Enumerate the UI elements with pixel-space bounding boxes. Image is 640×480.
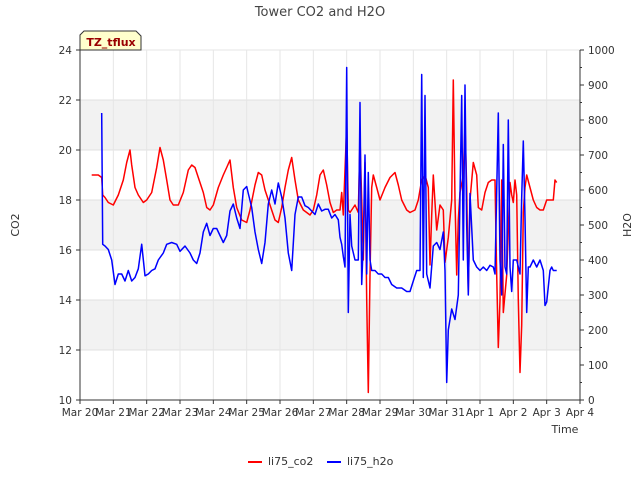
right-tick-label: 0 — [588, 395, 595, 407]
x-tick-label: Mar 22 — [128, 407, 165, 419]
x-axis-label: Time — [551, 423, 579, 436]
series-li75_h2o — [100, 66, 557, 384]
right-tick-label: 1000 — [588, 45, 615, 57]
left-tick-label: 10 — [59, 395, 72, 407]
right-tick-label: 100 — [588, 360, 608, 372]
x-tick-label: Mar 29 — [362, 407, 399, 419]
left-tick-label: 20 — [59, 145, 72, 157]
left-tick-label: 22 — [59, 95, 72, 107]
right-tick-label: 900 — [588, 80, 608, 92]
x-tick-label: Mar 28 — [328, 407, 365, 419]
annotation-frame — [79, 30, 142, 51]
left-tick-label: 16 — [59, 245, 73, 257]
right-axis-ticks: 0 100 200 300 400 500 600 700 800 900 1000 — [580, 45, 615, 407]
legend-label-li75_h2o: li75_h2o — [347, 455, 394, 468]
x-tick-label: Apr 2 — [499, 407, 527, 419]
x-tick-label: Mar 24 — [195, 407, 232, 419]
legend: li75_co2 li75_h2o — [248, 455, 394, 468]
left-axis-label: CO2 — [9, 213, 22, 236]
x-tick-label: Mar 30 — [395, 407, 432, 419]
left-tick-label: 18 — [59, 195, 72, 207]
x-tick-label: Apr 1 — [466, 407, 494, 419]
x-tick-label: Apr 4 — [566, 407, 595, 419]
left-tick-label: 14 — [59, 295, 73, 307]
annotation-label: TZ_tflux — [86, 36, 135, 49]
left-tick-label: 12 — [59, 345, 72, 357]
right-tick-label: 600 — [588, 185, 608, 197]
right-tick-label: 500 — [588, 220, 608, 232]
right-axis-label: H2O — [621, 213, 634, 237]
annotation-box: TZ_tflux — [79, 30, 142, 51]
x-tick-label: Mar 25 — [228, 407, 265, 419]
left-axis-ticks: 10 12 14 16 18 20 22 24 — [59, 45, 80, 407]
series-li75_co2 — [91, 79, 558, 394]
x-tick-label: Apr 3 — [533, 407, 561, 419]
legend-label-li75_co2: li75_co2 — [268, 455, 313, 468]
background-band — [80, 300, 580, 350]
right-tick-label: 400 — [588, 255, 608, 267]
series-line-li75_h2o — [100, 66, 557, 384]
x-tick-label: Mar 21 — [95, 407, 132, 419]
chart-title: Tower CO2 and H2O — [254, 5, 385, 20]
right-tick-label: 800 — [588, 115, 608, 127]
x-tick-label: Mar 20 — [62, 407, 99, 419]
right-tick-label: 200 — [588, 325, 608, 337]
right-tick-label: 300 — [588, 290, 608, 302]
x-tick-label: Mar 23 — [162, 407, 199, 419]
x-tick-label: Mar 27 — [295, 407, 332, 419]
background-band — [80, 100, 580, 150]
series-line-li75_co2 — [91, 79, 558, 394]
x-tick-label: Mar 26 — [262, 407, 299, 419]
x-tick-label: Mar 31 — [428, 407, 465, 419]
left-tick-label: 24 — [59, 45, 73, 57]
right-tick-label: 700 — [588, 150, 608, 162]
